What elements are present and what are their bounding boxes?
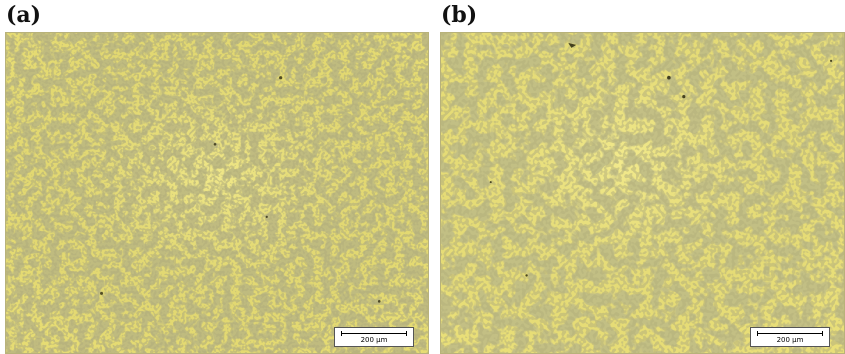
micrograph-panel-a: 200 µm <box>5 32 429 354</box>
scale-bar-label: 200 µm <box>360 336 388 344</box>
micrograph-image-a <box>6 33 428 353</box>
scale-bar-line <box>757 331 823 336</box>
scale-bar-line <box>341 331 407 336</box>
micrograph-panel-b: 200 µm <box>440 32 845 354</box>
scale-bar-a: 200 µm <box>334 327 414 347</box>
panel-a-label: (a) <box>6 2 42 28</box>
scale-bar-b: 200 µm <box>750 327 830 347</box>
micrograph-image-b <box>441 33 844 353</box>
panel-b-label: (b) <box>441 2 478 28</box>
scale-bar-label: 200 µm <box>776 336 804 344</box>
